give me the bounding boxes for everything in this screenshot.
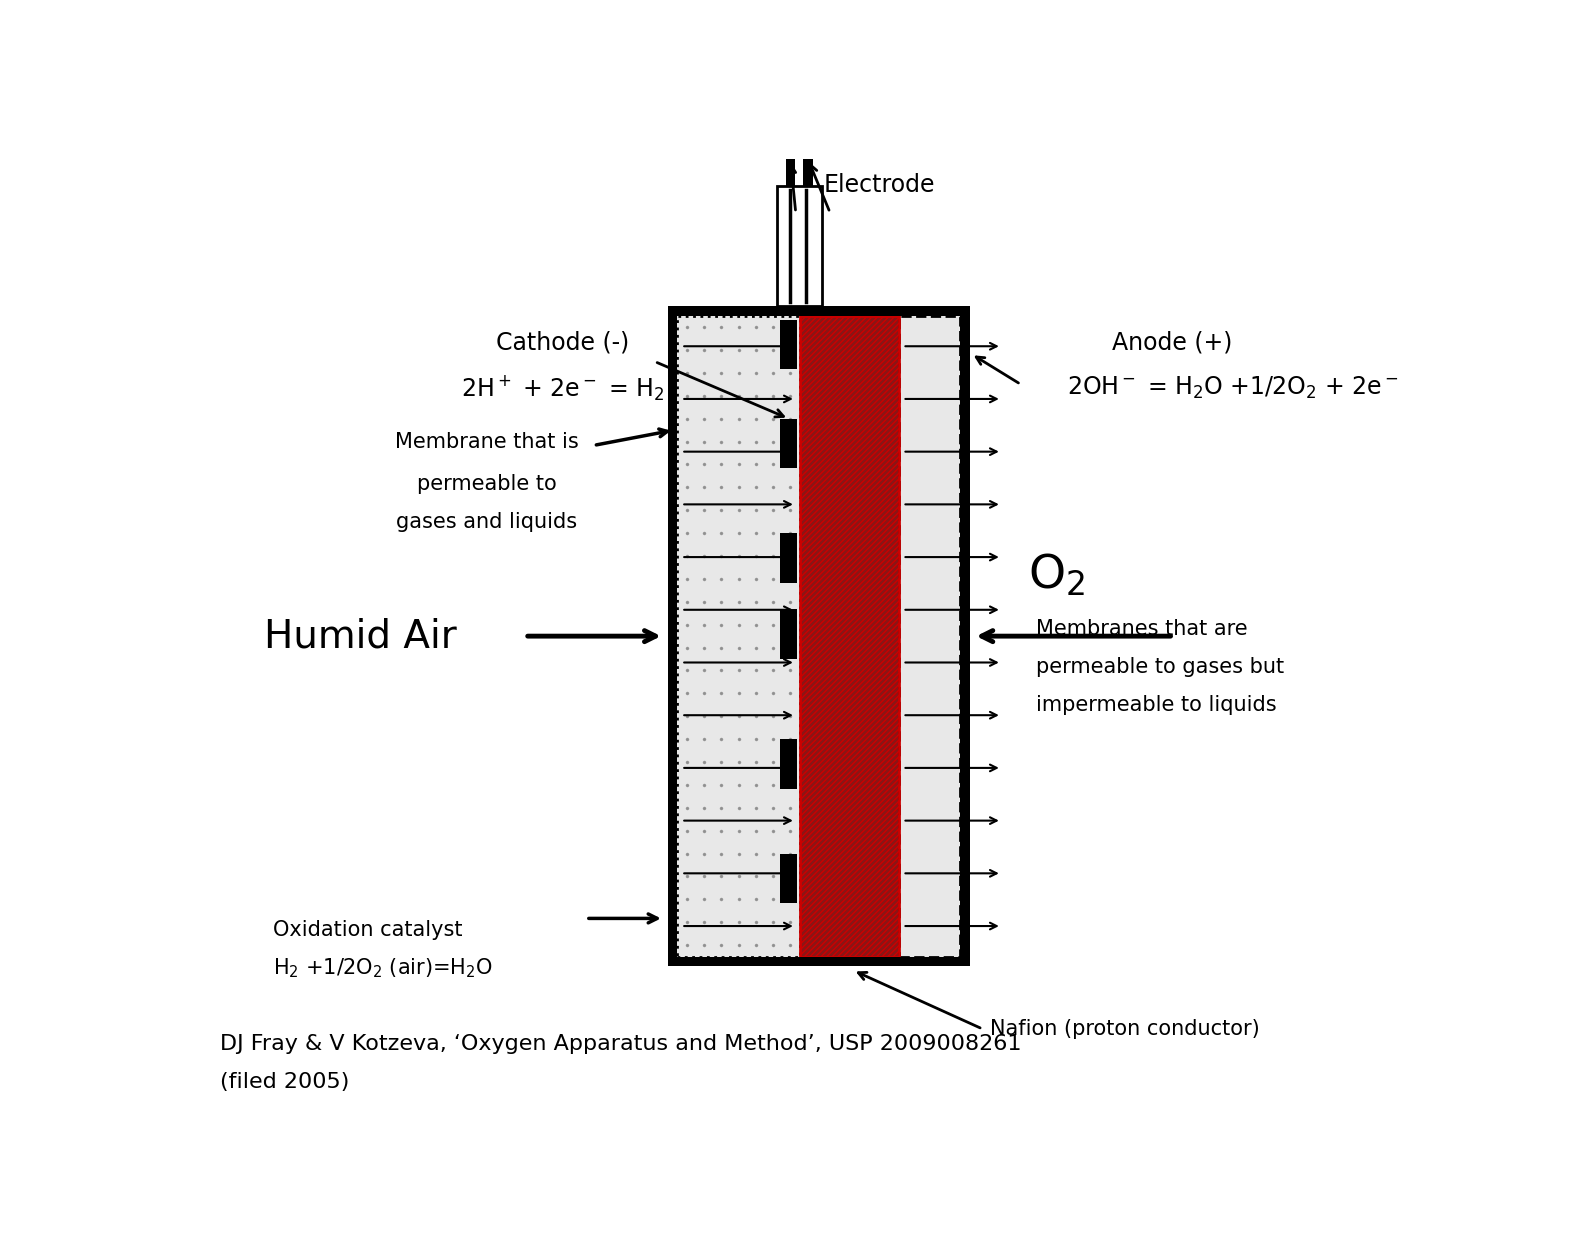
Bar — [668, 306, 677, 966]
Bar — [668, 306, 970, 316]
Bar — [899, 316, 959, 956]
Bar — [800, 316, 899, 956]
Text: Nafion (proton conductor): Nafion (proton conductor) — [991, 1019, 1260, 1039]
Bar — [776, 186, 822, 306]
Bar — [959, 306, 970, 966]
Text: O$_2$: O$_2$ — [1028, 552, 1085, 598]
Bar — [781, 739, 797, 789]
Text: Humid Air: Humid Air — [263, 617, 457, 655]
Text: Electrode: Electrode — [824, 174, 936, 197]
Bar — [677, 316, 800, 956]
Text: impermeable to liquids: impermeable to liquids — [1036, 695, 1277, 714]
Text: Membranes that are: Membranes that are — [1036, 618, 1247, 638]
Text: Anode (+): Anode (+) — [1112, 331, 1233, 354]
Text: H$_2$ +1/2O$_2$ (air)=H$_2$O: H$_2$ +1/2O$_2$ (air)=H$_2$O — [272, 956, 493, 980]
Text: (filed 2005): (filed 2005) — [221, 1072, 350, 1092]
Text: permeable to gases but: permeable to gases but — [1036, 656, 1284, 676]
Text: permeable to: permeable to — [417, 474, 556, 494]
Text: Oxidation catalyst: Oxidation catalyst — [272, 919, 463, 940]
Bar — [803, 159, 813, 186]
Bar — [781, 854, 797, 903]
Bar — [786, 159, 795, 186]
Bar — [781, 533, 797, 582]
Bar — [781, 320, 797, 369]
Text: Membrane that is: Membrane that is — [395, 432, 578, 452]
Text: 2H$^+$ + 2e$^-$ = H$_2$: 2H$^+$ + 2e$^-$ = H$_2$ — [461, 374, 665, 402]
Bar — [800, 316, 899, 956]
Text: 2OH$^-$ = H$_2$O +1/2O$_2$ + 2e$^-$: 2OH$^-$ = H$_2$O +1/2O$_2$ + 2e$^-$ — [1066, 375, 1399, 401]
Bar — [668, 956, 970, 966]
Bar — [781, 418, 797, 469]
Bar — [899, 316, 959, 956]
Text: DJ Fray & V Kotzeva, ‘Oxygen Apparatus and Method’, USP 2009008261: DJ Fray & V Kotzeva, ‘Oxygen Apparatus a… — [221, 1034, 1021, 1054]
Text: gases and liquids: gases and liquids — [397, 512, 578, 532]
Text: Cathode (-): Cathode (-) — [496, 331, 630, 354]
Bar — [677, 316, 800, 956]
Bar — [781, 610, 797, 659]
